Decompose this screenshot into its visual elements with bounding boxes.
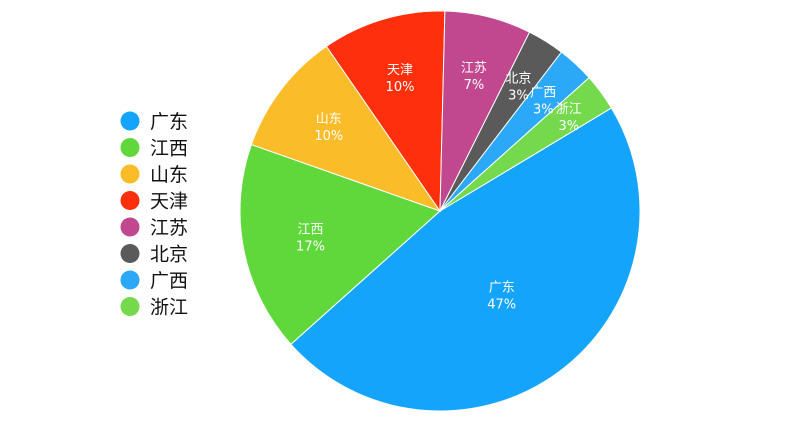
legend-swatch-1 [120,111,140,131]
legend-swatch-3 [120,164,140,184]
legend-swatch-7 [120,270,140,290]
pie-slice-4 [325,10,446,213]
legend-swatch-2 [120,138,140,157]
slice-label-percent: 47% [487,298,516,313]
legend-label-1: 广东 [150,111,188,133]
legend-label-6: 北京 [150,244,188,266]
slice-label-name: 广东 [489,281,515,296]
legend-label-5: 江苏 [150,217,188,239]
slice-label-percent: 7% [464,78,485,93]
slice-label-2: 江西 17% [296,223,325,255]
slice-label-7: 广西 3% [530,86,556,118]
slice-labels: 广东 47%江西 17%山东 10%天津 10%江苏 7% 北京 3% 广西 3% 浙江 3% [296,60,582,313]
slice-label-percent: 10% [314,129,343,144]
legend-label-7: 广西 [150,270,188,292]
slice-label-name: 天津 [387,63,413,78]
legend-label-4: 天津 [150,191,188,213]
legend-label-2: 江西 [150,138,188,160]
pie-slice-2 [239,143,441,346]
legend-swatch-6 [120,244,140,263]
slice-label-name: 江西 [297,223,323,238]
legend-label-8: 浙江 [150,297,188,319]
slice-label-4: 天津 10% [386,63,415,95]
slice-label-name: 浙江 [556,102,582,117]
slice-label-5: 江苏 7% [461,60,487,93]
slice-label-name: 北京 [505,72,531,87]
pie-slice-8 [439,76,613,212]
slice-label-name: 江苏 [461,60,487,76]
slice-label-percent: 17% [296,240,325,255]
legend-swatch-4 [120,191,140,210]
legend-label-3: 山东 [150,164,188,186]
pie-slice-3 [250,45,442,212]
slice-label-name: 广西 [530,86,556,101]
legend-swatch-8 [120,297,140,316]
slice-label-name: 山东 [316,112,342,127]
slice-label-1: 广东 47% [487,281,516,313]
slice-label-8: 浙江 3% [556,102,582,134]
pie-slice-1 [290,107,641,412]
legend-swatch-5 [120,217,140,237]
slice-label-3: 山东 10% [314,112,343,144]
slice-label-6: 北京 3% [505,72,531,104]
pie-slices [239,10,641,412]
slice-label-percent: 3% [533,103,554,118]
slice-label-percent: 3% [558,119,579,134]
slice-label-percent: 10% [386,80,415,95]
slice-label-percent: 3% [508,89,529,104]
